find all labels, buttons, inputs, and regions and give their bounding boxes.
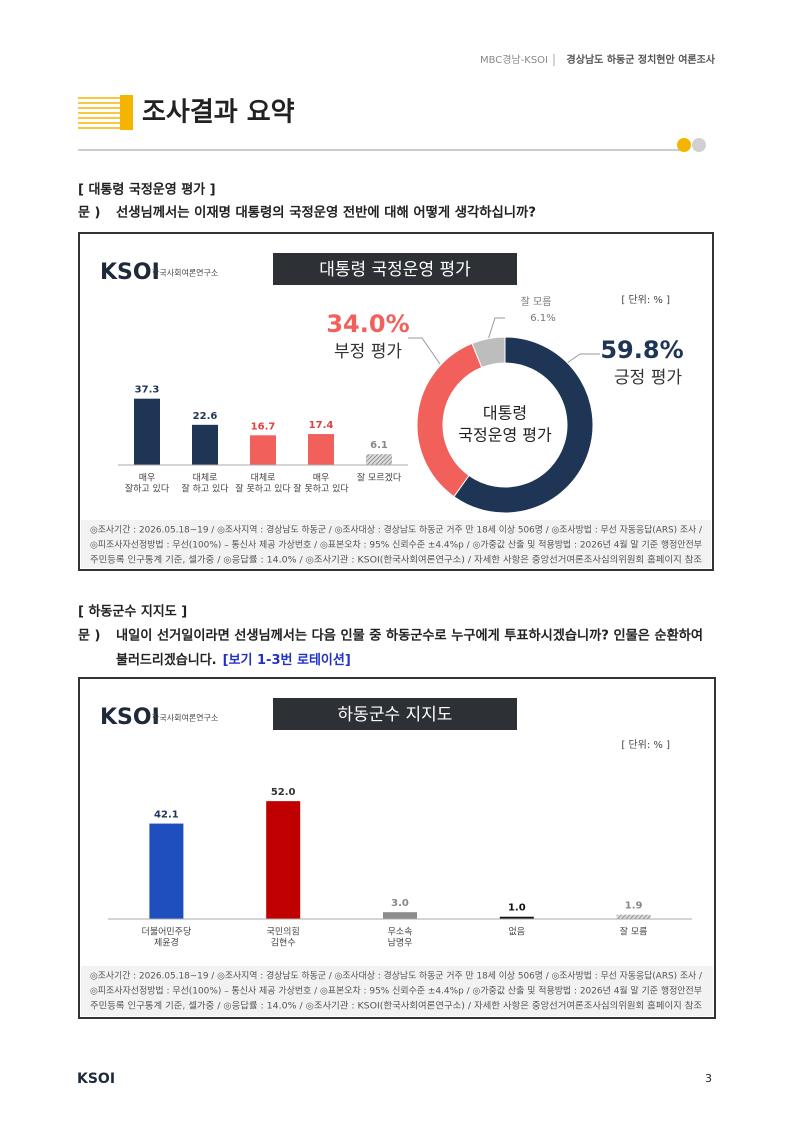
- note: 주민등록 인구통계 기준, 셀가중 / ◎응답률 : 14.0% / ◎조사기관…: [90, 554, 702, 566]
- section-heading: [ 하동군수 지지도 ]: [78, 604, 187, 620]
- category-label: 제윤경: [154, 937, 179, 949]
- question-line: 불러드리겠습니다.: [116, 652, 217, 668]
- chart-title: 대통령 국정운영 평가: [319, 260, 471, 280]
- logo: KSOI: [100, 705, 160, 730]
- unit-label: [ 단위: % ]: [621, 738, 670, 751]
- question-prefix: 문 ): [78, 629, 100, 644]
- unit-label: [ 단위: % ]: [621, 293, 670, 306]
- note: 주민등록 인구통계 기준, 셀가중 / ◎응답률 : 14.0% / ◎조사기관…: [90, 1000, 702, 1012]
- bar: [266, 801, 301, 919]
- category-label: 잘 하고 있다: [181, 483, 229, 495]
- footer-logo: KSOI: [77, 1071, 115, 1087]
- bar: [499, 916, 534, 919]
- leader-line: [408, 337, 441, 365]
- value-label: 3.0: [391, 898, 409, 909]
- question: 불러드리겠습니다. [보기 1-3번 로테이션]: [116, 652, 351, 668]
- note: ◎조사기간 : 2026.05.18~19 / ◎조사지역 : 경상남도 하동군…: [90, 524, 703, 536]
- value-label: 17.4: [309, 420, 334, 431]
- bar: [149, 823, 184, 919]
- pie-value-label: 6.1%: [530, 313, 555, 324]
- bar: [366, 454, 392, 465]
- value-label: 6.1: [370, 440, 388, 451]
- chart-frame: [78, 677, 716, 1019]
- question-highlight: [보기 1-3번 로테이션]: [223, 652, 351, 668]
- logo: KSOI: [100, 260, 160, 285]
- chart-title: 하동군수 지지도: [338, 705, 453, 725]
- value-label: 1.0: [508, 903, 526, 914]
- category-label: 잘 못하고 있다: [235, 483, 291, 495]
- category-label: 매우: [139, 473, 156, 484]
- pie-category-label: 긍정 평가: [614, 368, 682, 388]
- category-label: 없음: [509, 927, 526, 938]
- bar: [616, 914, 651, 919]
- logo-subtitle: 한국사회여론연구소: [152, 268, 218, 278]
- category-label: 대체로: [193, 473, 218, 484]
- pie-slice: [471, 336, 506, 369]
- pie-category-label: 잘 모름: [521, 296, 552, 308]
- page-number: 3: [705, 1072, 712, 1085]
- category-label: 매우: [313, 473, 330, 484]
- note: ◎조사기간 : 2026.05.18~19 / ◎조사지역 : 경상남도 하동군…: [90, 970, 703, 982]
- note-box: [81, 966, 713, 1016]
- bar: [383, 912, 417, 919]
- leader-line: [486, 317, 505, 344]
- bar: [134, 398, 160, 465]
- category-label: 국민의힘: [267, 927, 300, 938]
- category-label: 김현수: [271, 937, 296, 949]
- bar: [308, 434, 334, 465]
- header-source: MBC경남-KSOI: [480, 53, 548, 66]
- bar: [250, 435, 276, 465]
- pie-value-label: 59.8%: [600, 336, 683, 364]
- value-label: 52.0: [271, 787, 296, 798]
- page-title: 조사결과 요약: [142, 98, 295, 128]
- category-label: 잘 모르겠다: [357, 472, 402, 484]
- value-label: 42.1: [154, 810, 179, 821]
- value-label: 16.7: [251, 421, 276, 432]
- question-prefix: 문 ): [78, 206, 100, 221]
- category-label: 무소속: [388, 927, 413, 938]
- category-label: 대체로: [251, 473, 276, 484]
- note-box: [81, 520, 711, 568]
- category-label: 더불어민주당: [142, 927, 192, 938]
- question: 선생님께서는 이재명 대통령의 국정운영 전반에 대해 어떻게 생각하십니까?: [116, 205, 536, 221]
- section-heading: [ 대통령 국정운영 평가 ]: [78, 182, 216, 198]
- value-label: 1.9: [625, 901, 643, 912]
- chart-frame: [78, 232, 714, 571]
- title-block: [120, 95, 133, 130]
- note: ◎피조사자선정방법 : 무선(100%) – 통신사 제공 가상번호 / ◎표본…: [90, 985, 702, 997]
- category-label: 잘하고 있다: [125, 483, 170, 495]
- title-dot: [692, 138, 706, 152]
- chart-title-box: [273, 253, 517, 285]
- pie-center-title: 대통령: [483, 404, 527, 423]
- chart-title-box: [273, 698, 517, 730]
- logo-subtitle: 한국사회여론연구소: [152, 713, 218, 723]
- value-label: 22.6: [193, 411, 218, 422]
- pie-value-label: 34.0%: [326, 310, 409, 338]
- category-label: 남명우: [388, 938, 413, 949]
- value-label: 37.3: [135, 385, 160, 396]
- category-label: 잘 모름: [620, 926, 648, 938]
- header-survey: 경상남도 하동군 정치현안 여론조사: [567, 53, 716, 66]
- title-stripes: [78, 97, 120, 129]
- pie-slice: [453, 336, 594, 514]
- question: 내일이 선거일이라면 선생님께서는 다음 인물 중 하동군수로 누구에게 투표하…: [116, 628, 703, 644]
- pie-category-label: 부정 평가: [334, 342, 402, 362]
- bar: [192, 424, 218, 465]
- title-dot: [677, 138, 691, 152]
- category-label: 잘 못하고 있다: [293, 483, 349, 495]
- note: ◎피조사자선정방법 : 무선(100%) – 통신사 제공 가상번호 / ◎표본…: [90, 539, 702, 551]
- pie-center-title: 국정운영 평가: [458, 426, 552, 445]
